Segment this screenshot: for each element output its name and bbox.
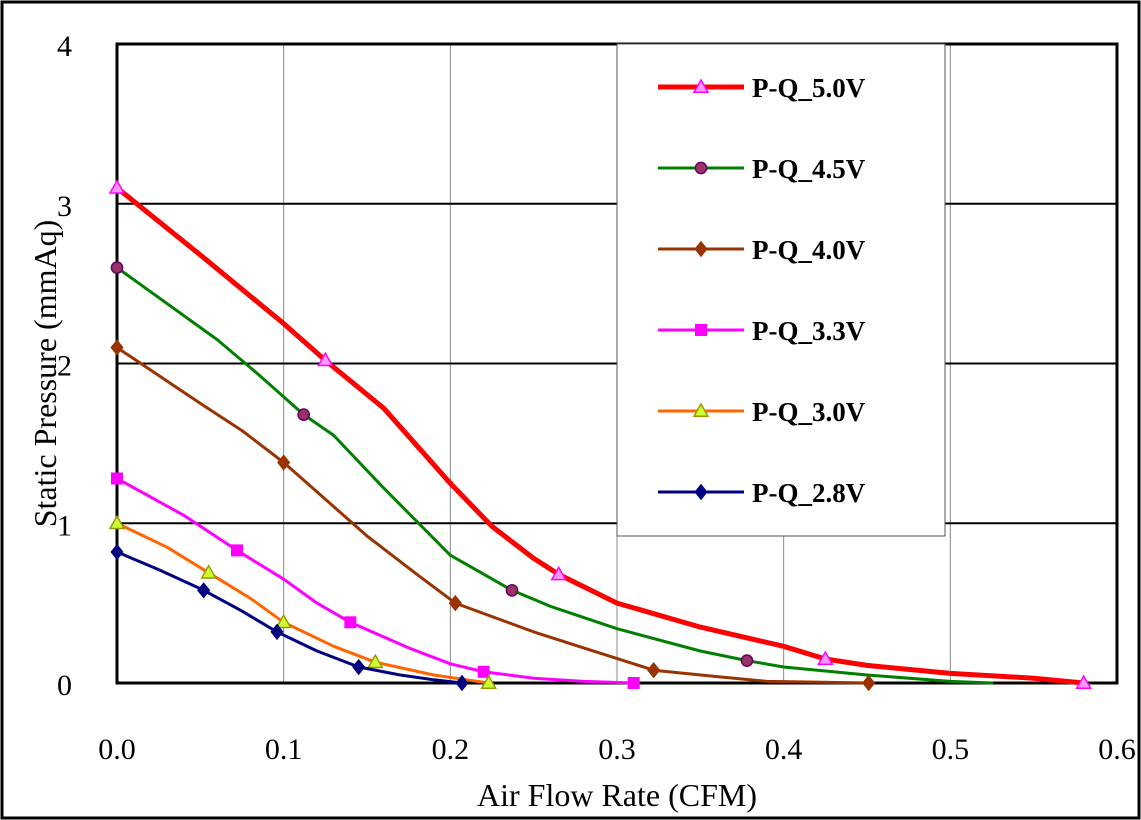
data-point — [110, 339, 124, 356]
legend-marker — [695, 324, 707, 336]
series-layer — [108, 179, 1092, 692]
x-axis-title: Air Flow Rate (CFM) — [477, 777, 757, 813]
data-point — [231, 544, 243, 557]
y-tick-label: 3 — [57, 190, 72, 223]
legend-entry: P-Q_3.3V — [658, 316, 866, 346]
y-axis-title: Static Pressure (mmAq) — [27, 220, 63, 528]
data-point — [550, 565, 567, 581]
data-point — [200, 564, 217, 579]
data-point — [111, 472, 123, 485]
legend-entry: P-Q_3.0V — [658, 397, 866, 427]
legend-label: P-Q_4.5V — [752, 154, 866, 184]
x-tick-label: 0.2 — [432, 733, 470, 766]
x-tick-label: 0.5 — [932, 733, 970, 766]
data-point — [270, 623, 284, 641]
series-line — [115, 550, 464, 685]
legend-label: P-Q_5.0V — [752, 73, 866, 103]
series-P-Q_2.8V — [110, 543, 469, 692]
data-point — [455, 674, 469, 692]
y-tick-label: 2 — [57, 350, 72, 383]
series-P-Q_5.0V — [108, 179, 1092, 689]
legend-label: P-Q_3.0V — [752, 397, 866, 427]
data-point — [448, 594, 462, 612]
legend-marker — [692, 402, 710, 417]
series-line — [115, 477, 636, 685]
x-tick-label: 0.3 — [598, 733, 636, 766]
legend-entry: P-Q_4.0V — [658, 235, 866, 265]
legend: P-Q_5.0V P-Q_4.5V P-Q_4.0V P-Q_3.3V P-Q_3.0V… — [616, 43, 946, 537]
legend-entry: P-Q_5.0V — [658, 73, 866, 103]
data-point — [627, 677, 640, 689]
data-point — [110, 261, 124, 274]
data-point — [647, 662, 661, 679]
legend-marker — [692, 78, 710, 93]
legend-label: P-Q_3.3V — [752, 316, 866, 346]
data-point — [275, 613, 292, 629]
series-P-Q_3.3V — [111, 472, 640, 689]
y-tick-label: 4 — [57, 30, 72, 63]
data-point — [480, 674, 497, 689]
series-line — [115, 266, 994, 685]
data-point — [862, 674, 876, 692]
x-tick-label: 0.6 — [1098, 733, 1136, 766]
x-tick-label: 0.1 — [265, 733, 303, 766]
data-point — [367, 653, 384, 669]
x-tick-label: 0.4 — [765, 733, 803, 766]
data-point — [108, 514, 126, 530]
data-point — [110, 543, 124, 561]
legend-entry: P-Q_4.5V — [658, 154, 866, 184]
series-P-Q_4.0V — [110, 339, 876, 692]
series-P-Q_4.5V — [110, 261, 994, 685]
data-point — [817, 650, 834, 666]
data-point — [740, 654, 754, 667]
data-point — [344, 616, 357, 629]
legend-box — [616, 43, 946, 537]
data-point — [277, 454, 291, 471]
data-point — [352, 658, 366, 676]
data-point — [477, 665, 490, 678]
legend-marker — [694, 161, 708, 175]
data-point — [108, 179, 126, 194]
y-tick-label: 0 — [57, 669, 72, 702]
data-point — [1075, 674, 1092, 689]
data-point — [297, 408, 311, 421]
legend-marker — [694, 240, 708, 258]
y-tick-label: 1 — [57, 509, 72, 542]
legend-label: P-Q_2.8V — [752, 478, 866, 508]
data-point — [197, 582, 211, 599]
data-point — [317, 351, 334, 367]
legend-marker — [694, 483, 708, 501]
tick-labels: 0.0 0.1 0.2 0.3 0.4 0.5 0.6 0 1 2 3 4 — [57, 30, 1136, 766]
x-tick-label: 0.0 — [98, 733, 136, 766]
series-line — [115, 521, 491, 685]
data-point — [505, 583, 519, 597]
series-P-Q_3.0V — [108, 514, 497, 689]
legend-label: P-Q_4.0V — [752, 235, 866, 265]
legend-entry: P-Q_2.8V — [658, 478, 866, 508]
